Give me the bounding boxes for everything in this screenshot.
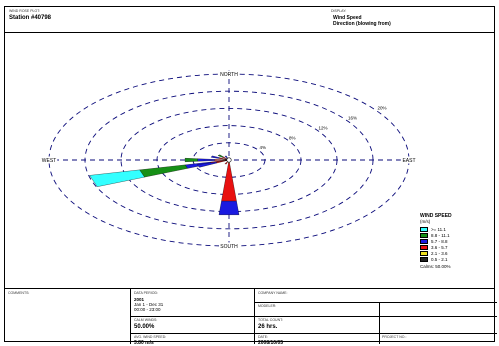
display-line2: Direction (blowing from) xyxy=(333,21,391,27)
petal-270-segment-1 xyxy=(215,159,226,160)
ring-label-16: 16% xyxy=(348,116,357,121)
legend-label-3: 3.6 - 5.7 xyxy=(431,245,448,250)
direction-label-east: EAST xyxy=(402,158,415,164)
legend-swatch-5 xyxy=(420,257,428,262)
total-count-value: 26 hrs. xyxy=(258,324,277,330)
ring-label-20: 20% xyxy=(377,106,386,111)
petal-270-segment-3 xyxy=(185,158,198,162)
plot-header: WIND ROSE PLOT: Station #40798 DISPLAY: … xyxy=(5,7,494,33)
legend-swatch-4 xyxy=(420,251,428,256)
petal-292.5-segment-2 xyxy=(211,156,219,159)
petal-270-segment-2 xyxy=(198,159,215,162)
calm-value: 50.00% xyxy=(134,324,154,330)
info-table: COMMENTS: DATA PERIOD: 2001 Jan 1 - Dec … xyxy=(5,288,494,343)
legend-unit: (m/s) xyxy=(420,219,430,224)
legend-swatch-0 xyxy=(420,227,428,232)
legend-swatch-1 xyxy=(420,233,428,238)
ring-label-4: 4% xyxy=(259,145,266,150)
date-value: 2008/10/05 xyxy=(258,340,283,346)
petal-252-segment-4 xyxy=(140,165,188,177)
legend-label-1: 8.8 - 11.1 xyxy=(431,233,450,238)
legend-label-5: 0.5 - 2.1 xyxy=(431,257,448,262)
legend-label-0: >= 11.1 xyxy=(431,227,446,232)
legend-label-4: 2.1 - 3.6 xyxy=(431,251,448,256)
data-period-hours: 00:00 - 23:00 xyxy=(134,307,161,312)
petal-315-segment-2 xyxy=(218,155,223,158)
direction-label-west: WEST xyxy=(42,158,56,164)
avg-speed-caption: AVG. WIND SPEED: xyxy=(134,335,166,339)
data-period-caption: DATA PERIOD: xyxy=(134,291,158,295)
petal-180-segment-3 xyxy=(219,201,239,215)
station-name: Station #40798 xyxy=(9,15,51,21)
total-count-caption: TOTAL COUNT: xyxy=(258,318,283,322)
project-caption: PROJECT NO.: xyxy=(382,335,406,339)
display-caption: DISPLAY: xyxy=(331,9,346,13)
company-column: COMPANY NAME: MODELER: TOTAL COUNT: 26 h… xyxy=(254,289,496,344)
legend-swatch-2 xyxy=(420,239,428,244)
comments-caption: COMMENTS: xyxy=(8,291,29,295)
date-caption: DATE: xyxy=(258,335,268,339)
plot-caption: WIND ROSE PLOT: xyxy=(9,9,40,13)
calm-caption: CALM WINDS: xyxy=(134,318,157,322)
modeler-caption: MODELER: xyxy=(258,304,276,308)
petal-252-segment-5 xyxy=(90,170,145,187)
calm-center xyxy=(227,158,231,162)
direction-label-south: SOUTH xyxy=(220,244,238,250)
direction-label-north: NORTH xyxy=(220,72,238,78)
legend-label-2: 5.7 - 8.8 xyxy=(431,239,448,244)
legend-calms: Calms: 50.00% xyxy=(420,264,451,269)
avg-speed-value: 3.80 m/s xyxy=(134,340,154,346)
ring-label-8: 8% xyxy=(289,135,296,140)
ring-label-12: 12% xyxy=(318,125,327,130)
petal-180-segment-2 xyxy=(221,163,236,201)
legend-swatch-3 xyxy=(420,245,428,250)
data-period-column: DATA PERIOD: 2001 Jan 1 - Dec 31 00:00 -… xyxy=(130,289,254,344)
company-caption: COMPANY NAME: xyxy=(258,291,287,295)
plot-frame: WIND ROSE PLOT: Station #40798 DISPLAY: … xyxy=(4,6,495,342)
